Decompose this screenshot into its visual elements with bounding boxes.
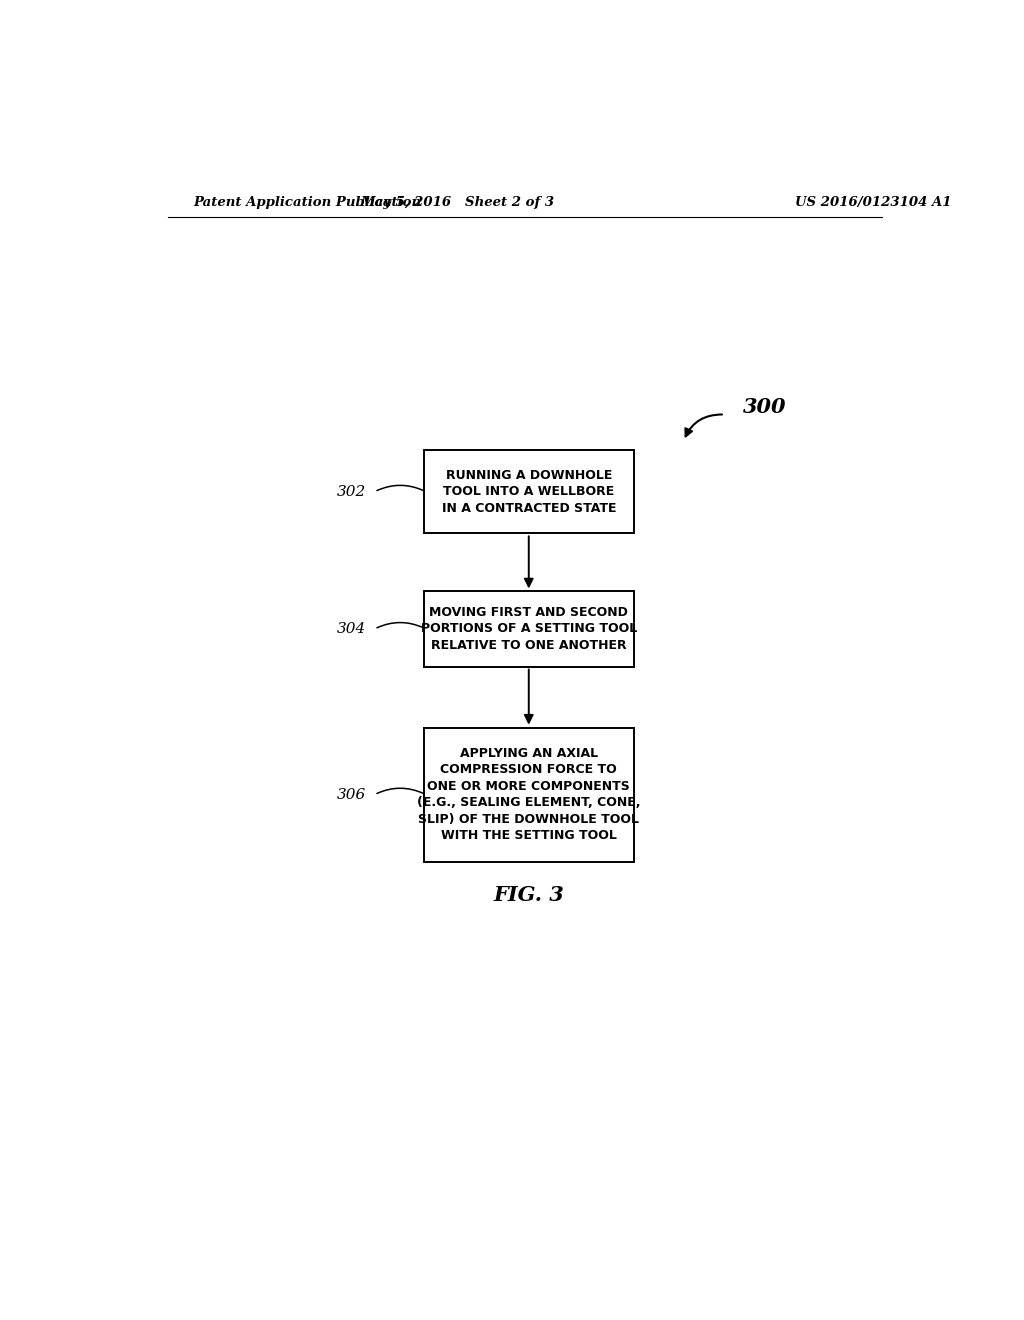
Text: 306: 306 — [337, 788, 367, 801]
Text: 300: 300 — [743, 397, 786, 417]
Text: RUNNING A DOWNHOLE
TOOL INTO A WELLBORE
IN A CONTRACTED STATE: RUNNING A DOWNHOLE TOOL INTO A WELLBORE … — [441, 469, 616, 515]
Text: 302: 302 — [337, 484, 367, 499]
FancyBboxPatch shape — [424, 727, 634, 862]
Text: Patent Application Publication: Patent Application Publication — [194, 195, 421, 209]
Text: FIG. 3: FIG. 3 — [494, 886, 564, 906]
Text: APPLYING AN AXIAL
COMPRESSION FORCE TO
ONE OR MORE COMPONENTS
(E.G., SEALING ELE: APPLYING AN AXIAL COMPRESSION FORCE TO O… — [417, 747, 641, 842]
FancyBboxPatch shape — [424, 591, 634, 667]
Text: May 5, 2016   Sheet 2 of 3: May 5, 2016 Sheet 2 of 3 — [360, 195, 554, 209]
Text: 304: 304 — [337, 622, 367, 636]
Text: US 2016/0123104 A1: US 2016/0123104 A1 — [795, 195, 951, 209]
FancyBboxPatch shape — [424, 450, 634, 533]
Text: MOVING FIRST AND SECOND
PORTIONS OF A SETTING TOOL
RELATIVE TO ONE ANOTHER: MOVING FIRST AND SECOND PORTIONS OF A SE… — [421, 606, 637, 652]
